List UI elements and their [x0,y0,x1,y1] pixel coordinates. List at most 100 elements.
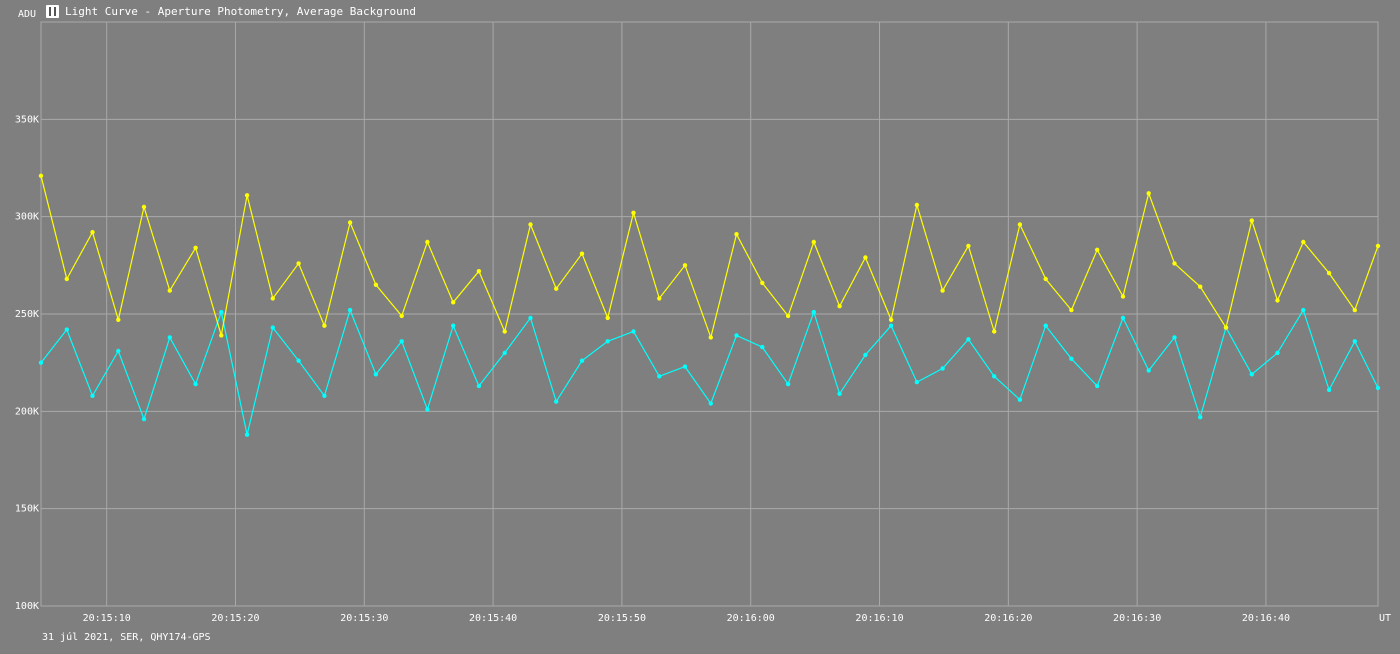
data-point [167,335,172,340]
data-point [38,360,44,365]
data-point [373,372,379,377]
data-point [347,307,353,313]
data-point [90,393,95,398]
y-tick-label: 250K [15,309,39,320]
data-point [785,313,791,319]
footer-info: 31 júl 2021, SER, QHY174-GPS [42,632,211,643]
x-axis-unit: UT [1379,613,1392,624]
data-point [1146,191,1151,196]
data-point [1043,276,1048,282]
data-point [1017,222,1023,227]
y-tick-label: 350K [15,114,39,125]
x-tick-label: 20:16:20 [984,613,1032,624]
data-point [399,339,404,344]
data-point [760,280,765,286]
data-point [863,255,868,260]
data-point [863,352,868,358]
x-tick-label: 20:15:10 [83,613,131,624]
data-point [1375,243,1381,249]
data-point [528,222,533,227]
data-point [64,276,70,282]
chart-header: Light Curve - Aperture Photometry, Avera… [46,3,416,19]
data-point [167,288,172,293]
x-tick-label: 20:15:40 [469,613,517,624]
data-point [1095,247,1100,252]
x-tick-label: 20:16:00 [727,613,775,624]
data-point [811,239,816,245]
data-point [888,317,894,322]
data-point [1352,307,1358,313]
data-point [270,296,275,301]
axis-layer: 100K 150K 200K 250K 300K 350K 20:15:10 20:15:20… [15,114,1290,624]
data-point [451,300,456,305]
y-tick-label: 150K [15,504,39,515]
data-point [914,379,920,385]
data-point [219,309,224,315]
data-point [554,286,559,291]
data-point [1301,307,1306,313]
chart-title: Light Curve - Aperture Photometry, Avera… [65,4,416,18]
y-axis-unit: ADU [18,9,37,20]
data-point [657,374,662,379]
data-point [1301,239,1306,245]
data-point [347,220,353,225]
data-point [116,317,121,322]
data-point [1017,397,1023,402]
data-point [1198,284,1203,289]
series-layer [38,173,1381,437]
data-point [631,329,636,334]
data-point [1095,383,1100,389]
data-point [760,344,765,350]
data-point [992,374,997,379]
x-tick-label: 20:15:20 [211,613,259,624]
data-point [631,210,636,215]
data-point [966,243,971,249]
data-point [1352,339,1358,344]
data-point [193,245,198,250]
x-tick-label: 20:15:50 [598,613,646,624]
data-point [682,263,688,268]
data-point [141,416,147,422]
data-point [90,230,95,235]
data-point [837,391,842,396]
data-point [141,204,147,210]
series-line [40,175,1379,340]
grid-layer [40,21,1379,607]
series-1 [38,173,1381,340]
data-point [399,313,404,319]
data-point [38,173,44,178]
data-point [476,383,482,389]
data-point [1223,325,1229,330]
data-point [1275,350,1280,356]
data-point [657,296,662,301]
data-point [296,261,301,266]
data-point [1043,323,1048,328]
data-point [502,350,507,356]
data-point [528,315,533,321]
data-point [734,333,739,338]
x-tick-label: 20:16:40 [1242,613,1290,624]
data-point [708,401,713,406]
data-point [579,251,585,256]
data-point [605,315,610,321]
data-point [296,358,301,363]
data-point [940,288,945,293]
data-point [270,325,275,330]
y-tick-label: 100K [15,601,39,612]
y-tick-label: 300K [15,212,39,223]
data-point [554,399,559,404]
data-point [322,323,327,328]
series-0 [38,307,1381,437]
data-point [1069,356,1074,361]
x-tick-label: 20:16:30 [1113,613,1161,624]
data-point [244,432,250,437]
data-point [1120,294,1126,299]
data-point [116,348,121,354]
data-point [1326,387,1332,393]
data-point [837,304,842,309]
data-point [888,323,894,328]
data-point [219,333,224,338]
data-point [1069,307,1074,313]
data-point [992,329,997,334]
